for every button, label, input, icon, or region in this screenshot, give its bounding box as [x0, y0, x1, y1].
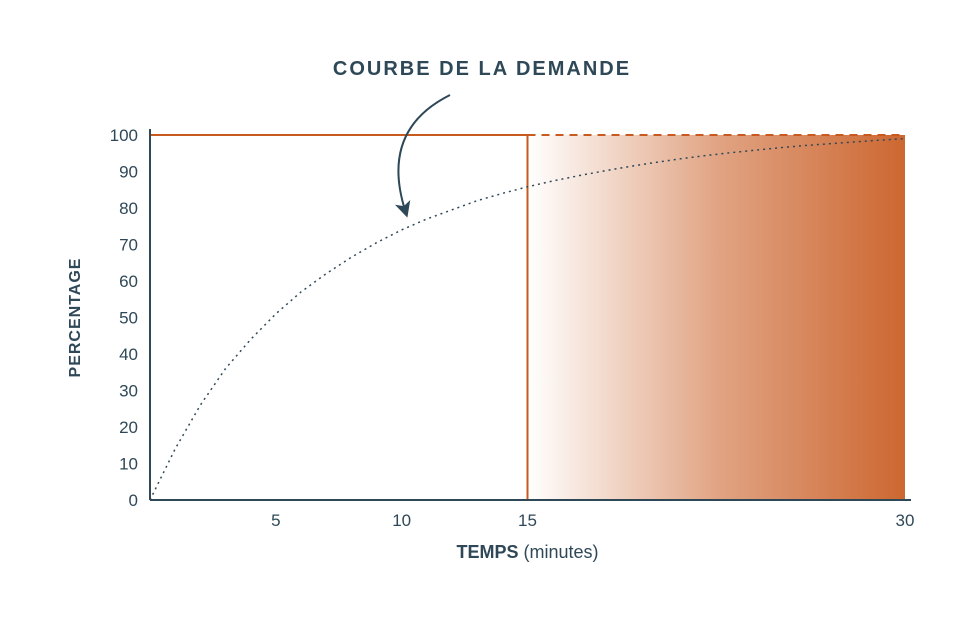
y-tick-label: 40 [119, 345, 138, 364]
x-tick-label: 15 [518, 511, 537, 530]
x-tick-labels: 5 10 15 30 [271, 511, 914, 530]
y-tick-label: 80 [119, 199, 138, 218]
y-tick-label: 70 [119, 236, 138, 255]
y-tick-labels: 0 10 20 30 40 50 60 70 80 90 100 [110, 126, 138, 510]
y-tick-label: 10 [119, 455, 138, 474]
x-tick-label: 30 [896, 511, 915, 530]
y-tick-label: 30 [119, 382, 138, 401]
x-axis-label: TEMPS (minutes) [456, 542, 598, 562]
gradient-fill [528, 135, 906, 500]
x-tick-label: 5 [271, 511, 280, 530]
y-tick-label: 90 [119, 163, 138, 182]
x-tick-label: 10 [392, 511, 411, 530]
y-tick-label: 100 [110, 126, 138, 145]
demand-curve-chart: 0 10 20 30 40 50 60 70 80 90 100 5 10 15 30 PERCENTAG… [0, 0, 965, 617]
annotation-arrow [398, 95, 450, 210]
y-tick-label: 0 [129, 491, 138, 510]
y-axis-label: PERCENTAGE [67, 258, 84, 378]
y-tick-label: 50 [119, 309, 138, 328]
y-tick-label: 60 [119, 272, 138, 291]
y-tick-label: 20 [119, 418, 138, 437]
chart-title: COURBE DE LA DEMANDE [333, 58, 631, 80]
